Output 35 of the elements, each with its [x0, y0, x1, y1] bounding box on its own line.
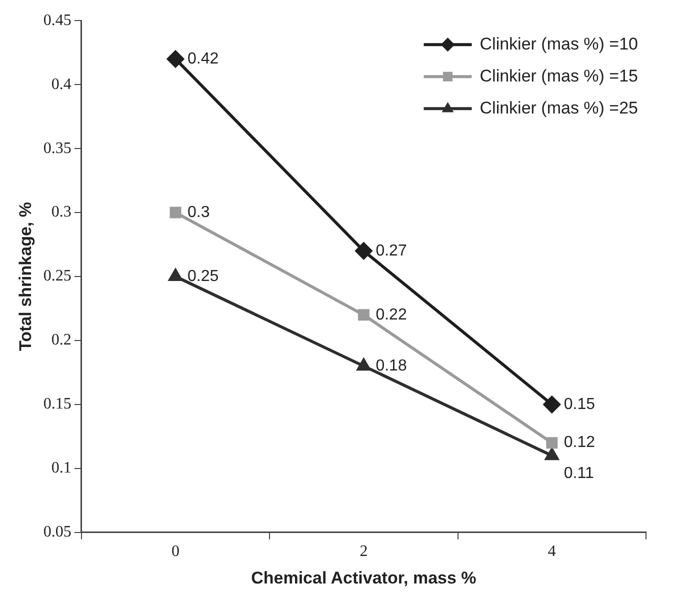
- y-tick-label: 0.45: [43, 12, 72, 29]
- x-tick-label: 0: [172, 543, 180, 560]
- data-label: 0.42: [188, 50, 219, 68]
- data-label: 0.15: [564, 396, 596, 413]
- point: [355, 242, 372, 260]
- data-label: 0.3: [188, 204, 210, 221]
- data-label: 0.12: [564, 434, 596, 452]
- y-tick-label: 0.1: [51, 460, 72, 477]
- y-tick-label: 0.4: [51, 76, 72, 93]
- y-tick-label: 0.2: [51, 332, 72, 349]
- data-label: 0.22: [376, 306, 407, 324]
- legend-label: Clinkier (mas %) =15: [480, 66, 638, 86]
- legend-label: Clinkier (mas %) =10: [480, 34, 638, 54]
- legend-label: Clinkier (mas %) =25: [480, 98, 638, 118]
- y-axis-title: Total shrinkage, %: [16, 202, 35, 351]
- data-label: 0.25: [188, 268, 219, 285]
- point: [170, 206, 182, 218]
- data-label: 0.18: [376, 357, 407, 374]
- point: [358, 309, 370, 321]
- x-axis-title: Chemical Activator, mass %: [251, 568, 476, 588]
- y-tick-label: 0.25: [43, 268, 72, 285]
- y-tick-label: 0.3: [51, 204, 72, 221]
- x-tick-label: 2: [360, 543, 368, 560]
- y-tick-label: 0.35: [43, 140, 72, 157]
- point: [167, 50, 184, 68]
- point: [357, 358, 370, 371]
- y-tick-label: 0.15: [43, 396, 72, 413]
- data-label: 0.27: [376, 242, 407, 260]
- point: [546, 437, 558, 449]
- point: [543, 396, 560, 413]
- x-tick-label: 4: [548, 543, 556, 560]
- data-label: 0.11: [564, 465, 594, 482]
- point: [168, 269, 182, 281]
- y-tick-label: 0.05: [43, 524, 72, 541]
- point: [545, 448, 559, 460]
